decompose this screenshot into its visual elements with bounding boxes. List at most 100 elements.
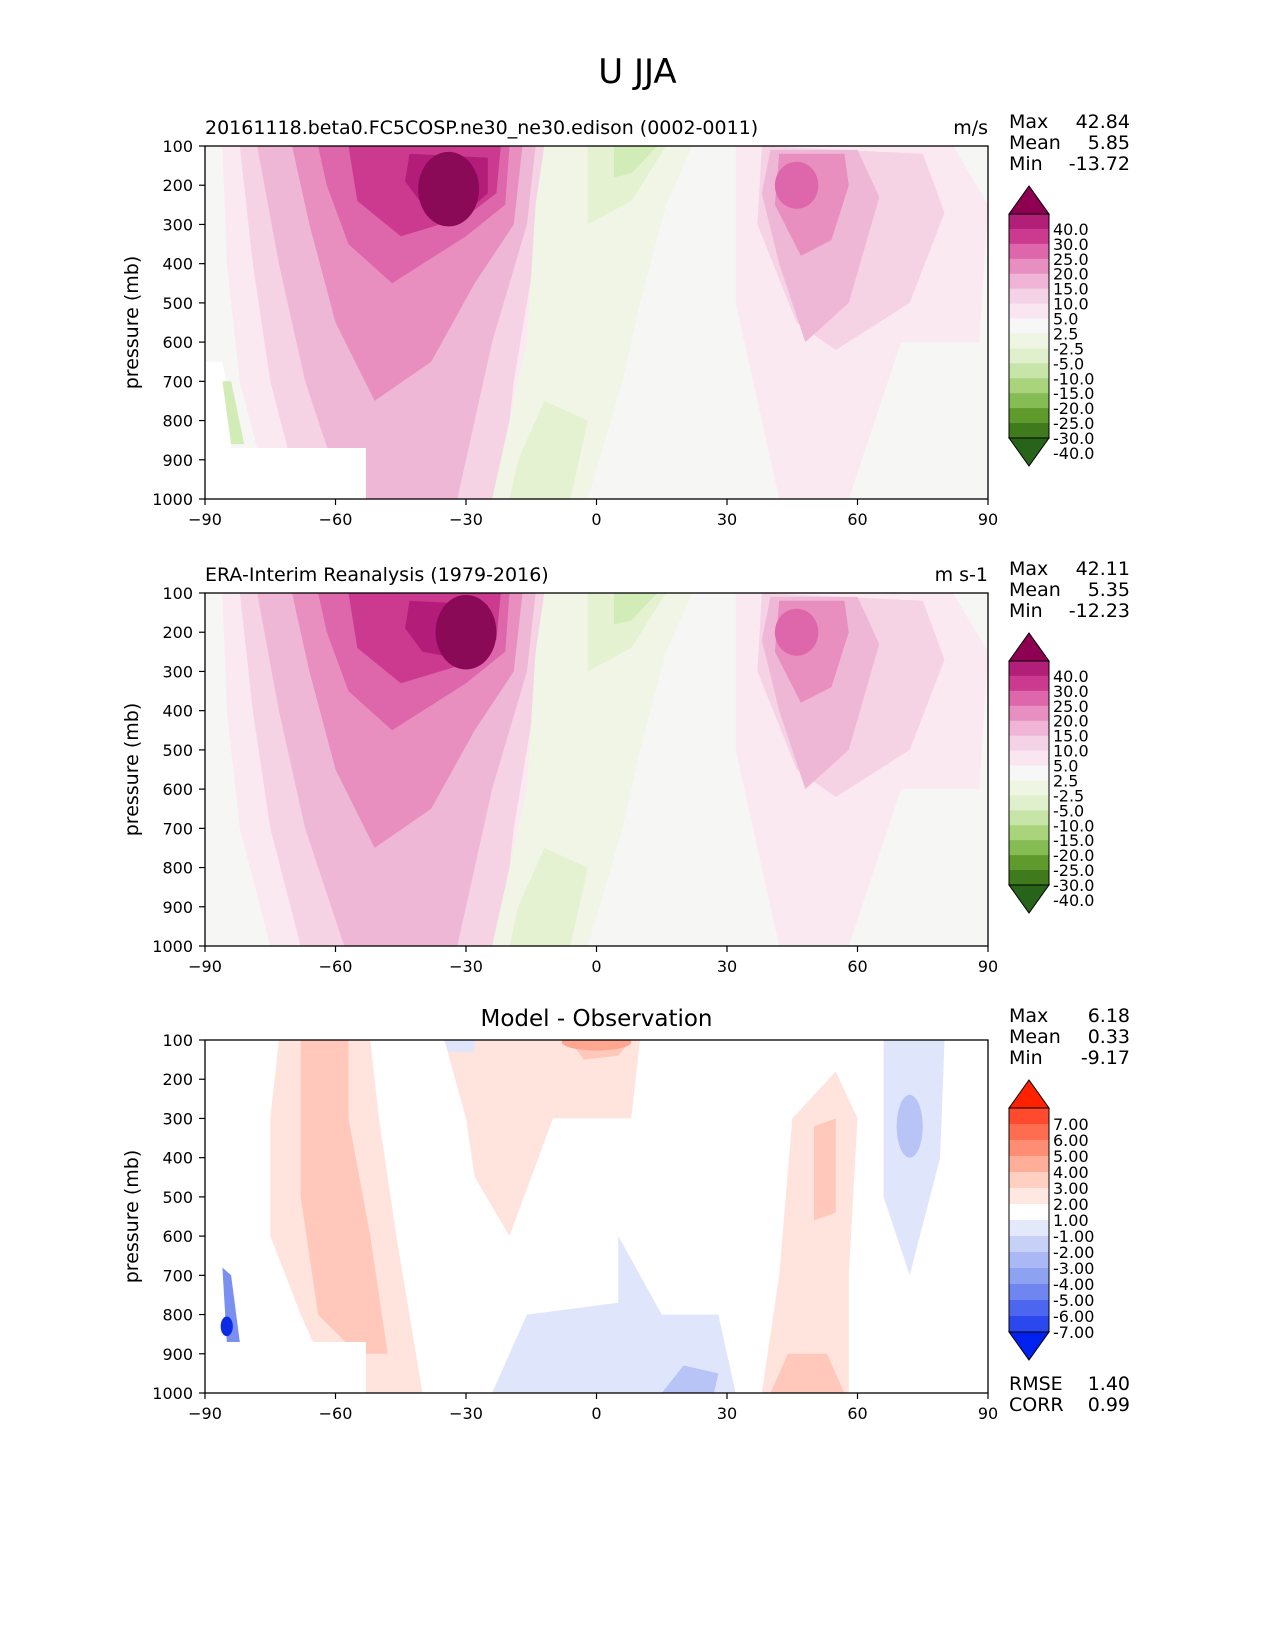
- x-tick-label: −60: [319, 1404, 353, 1423]
- colorbar-bin: [1009, 720, 1049, 737]
- y-tick-label: 100: [162, 137, 193, 156]
- panel2-mean-value: 5.35: [1087, 579, 1130, 601]
- colorbar-bin: [1009, 1300, 1049, 1317]
- y-tick-label: 700: [162, 819, 193, 838]
- figure-title: U JJA: [598, 52, 677, 92]
- colorbar-tick-label: 5.00: [1053, 1147, 1089, 1166]
- y-tick-label: 100: [162, 584, 193, 603]
- x-tick-label: 30: [717, 1404, 737, 1423]
- panel3-rmse-value: 1.40: [1087, 1373, 1130, 1395]
- colorbar-bin: [1009, 825, 1049, 841]
- colorbar-bin: [1009, 705, 1049, 722]
- colorbar-tick-label: -2.5: [1053, 339, 1084, 358]
- colorbar-bin: [1009, 423, 1049, 439]
- contour-sh-jet-core: [418, 151, 480, 227]
- panel1-units: m/s: [953, 117, 988, 139]
- contour-diff-sh-pos-2: [300, 1040, 388, 1354]
- panel1-field: [205, 146, 988, 499]
- colorbar-bin: [1009, 661, 1049, 677]
- colorbar-bin: [1009, 378, 1049, 394]
- colorbar-tick-label: 3.00: [1053, 1179, 1089, 1198]
- colorbar-tick-label: -10.0: [1053, 816, 1094, 835]
- y-tick-label: 600: [162, 333, 193, 352]
- panel2-max-label: Max: [1009, 558, 1049, 580]
- contour-diff-nh-sfc: [770, 1353, 845, 1393]
- x-tick-label: 90: [978, 957, 998, 976]
- x-tick-label: 0: [591, 510, 601, 529]
- colorbar-bin: [1009, 1204, 1049, 1221]
- panel2-min-value: -12.23: [1068, 600, 1130, 622]
- contour-polar-easterly: [222, 381, 245, 445]
- colorbar-bin: [1009, 1236, 1049, 1253]
- colorbar-tick-label: 10.0: [1053, 295, 1089, 314]
- y-tick-label: 800: [162, 412, 193, 431]
- colorbar-tick-label: 6.00: [1053, 1131, 1089, 1150]
- colorbar-extend-max: [1008, 632, 1050, 662]
- x-tick-label: 60: [847, 1404, 867, 1423]
- panel3-title: Model - Observation: [480, 1006, 713, 1032]
- panel2-max-value: 42.11: [1075, 558, 1130, 580]
- contour-diff-min-core: [220, 1316, 233, 1337]
- colorbar-bin: [1009, 348, 1049, 364]
- masked-topography: [205, 1342, 366, 1393]
- colorbar-tick-label: 20.0: [1053, 712, 1089, 731]
- panel1-colorbar: 40.030.025.020.015.010.05.02.5-2.5-5.0-1…: [1008, 185, 1094, 467]
- colorbar-extend-min: [1008, 437, 1050, 467]
- contour-sfc-easterly: [509, 847, 588, 946]
- colorbar-tick-label: -40.0: [1053, 891, 1094, 910]
- panel2-colorbar: 40.030.025.020.015.010.05.02.5-2.5-5.0-1…: [1008, 632, 1094, 914]
- panel2-units: m s-1: [934, 564, 988, 586]
- colorbar-tick-label: 40.0: [1053, 667, 1089, 686]
- colorbar-tick-label: 15.0: [1053, 727, 1089, 746]
- y-tick-label: 900: [162, 898, 193, 917]
- contour-easterly-10: [613, 593, 658, 625]
- contour-diff-nh-neg-2: [896, 1094, 923, 1158]
- y-axis-label: pressure (mb): [121, 703, 143, 837]
- panel1-min-label: Min: [1009, 153, 1043, 175]
- colorbar-tick-label: -2.00: [1053, 1243, 1094, 1262]
- colorbar-tick-label: 2.5: [1053, 324, 1078, 343]
- contour-diff-trop-neg-2: [661, 1365, 719, 1393]
- contour-diff-trop-pos: [444, 1040, 640, 1237]
- panel3-rmse-label: RMSE: [1009, 1373, 1063, 1395]
- panel3-min-label: Min: [1009, 1047, 1043, 1069]
- panel2-title: ERA-Interim Reanalysis (1979-2016): [205, 564, 549, 586]
- y-tick-label: 300: [162, 215, 193, 234]
- y-tick-label: 200: [162, 176, 193, 195]
- colorbar-bin: [1009, 363, 1049, 379]
- colorbar-tick-label: -30.0: [1053, 876, 1094, 895]
- colorbar-bin: [1009, 1188, 1049, 1205]
- colorbar-bin: [1009, 303, 1049, 320]
- colorbar-tick-label: 25.0: [1053, 250, 1089, 269]
- contour-diff-upper-neg: [444, 1040, 475, 1052]
- y-tick-label: 1000: [152, 937, 193, 956]
- colorbar-bin: [1009, 1316, 1049, 1333]
- colorbar-tick-label: -7.00: [1053, 1323, 1094, 1342]
- x-tick-label: −90: [188, 957, 222, 976]
- panel3-axes: −90 −60 −30 0 30 60 90 100 200 300 400 500 600 700 800…: [121, 1031, 998, 1423]
- contour-diff-max: [561, 1040, 632, 1051]
- colorbar-tick-label: 5.0: [1053, 310, 1078, 329]
- masked-topography: [205, 448, 366, 499]
- colorbar-bin: [1009, 780, 1049, 796]
- colorbar-bin: [1009, 765, 1049, 781]
- colorbar-bin: [1009, 1124, 1049, 1141]
- colorbar-tick-label: -15.0: [1053, 831, 1094, 850]
- x-tick-label: −30: [449, 1404, 483, 1423]
- colorbar-tick-label: -30.0: [1053, 429, 1094, 448]
- y-tick-label: 1000: [152, 1384, 193, 1403]
- x-tick-label: −60: [319, 957, 353, 976]
- colorbar-tick-label: 7.00: [1053, 1115, 1089, 1134]
- colorbar-tick-label: -25.0: [1053, 861, 1094, 880]
- y-tick-label: 500: [162, 294, 193, 313]
- colorbar-bin: [1009, 870, 1049, 886]
- colorbar-tick-label: -40.0: [1053, 444, 1094, 463]
- colorbar-bin: [1009, 1268, 1049, 1285]
- y-tick-label: 800: [162, 1306, 193, 1325]
- colorbar-bin: [1009, 393, 1049, 409]
- colorbar-tick-label: 30.0: [1053, 682, 1089, 701]
- x-tick-label: 60: [847, 510, 867, 529]
- colorbar-tick-label: 4.00: [1053, 1163, 1089, 1182]
- y-tick-label: 700: [162, 372, 193, 391]
- y-tick-label: 600: [162, 1227, 193, 1246]
